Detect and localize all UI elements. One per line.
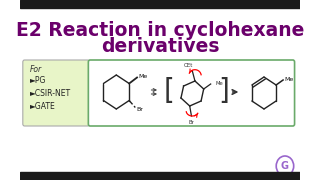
Text: derivatives: derivatives: [101, 37, 219, 55]
Text: G: G: [281, 161, 289, 171]
Text: ►CSIR-NET: ►CSIR-NET: [30, 89, 71, 98]
FancyBboxPatch shape: [23, 60, 89, 126]
Text: ]: ]: [219, 77, 229, 105]
Text: Br: Br: [188, 120, 194, 125]
FancyArrowPatch shape: [151, 89, 156, 91]
FancyBboxPatch shape: [88, 60, 295, 126]
FancyArrowPatch shape: [151, 93, 156, 95]
Text: [: [: [164, 77, 174, 105]
FancyArrowPatch shape: [232, 90, 236, 94]
Text: E2 Reaction in cyclohexane: E2 Reaction in cyclohexane: [16, 21, 304, 39]
Text: For: For: [30, 64, 42, 73]
FancyArrowPatch shape: [189, 69, 193, 73]
Bar: [20, 0, 300, 8]
Bar: [20, 172, 300, 180]
Text: Me: Me: [284, 76, 293, 82]
Text: Me: Me: [216, 80, 224, 86]
Text: ►GATE: ►GATE: [30, 102, 56, 111]
Text: ►PG: ►PG: [30, 75, 46, 84]
Text: Me: Me: [138, 74, 147, 79]
Text: Br: Br: [136, 107, 143, 112]
Text: OEt: OEt: [183, 62, 193, 68]
FancyArrowPatch shape: [194, 114, 198, 117]
